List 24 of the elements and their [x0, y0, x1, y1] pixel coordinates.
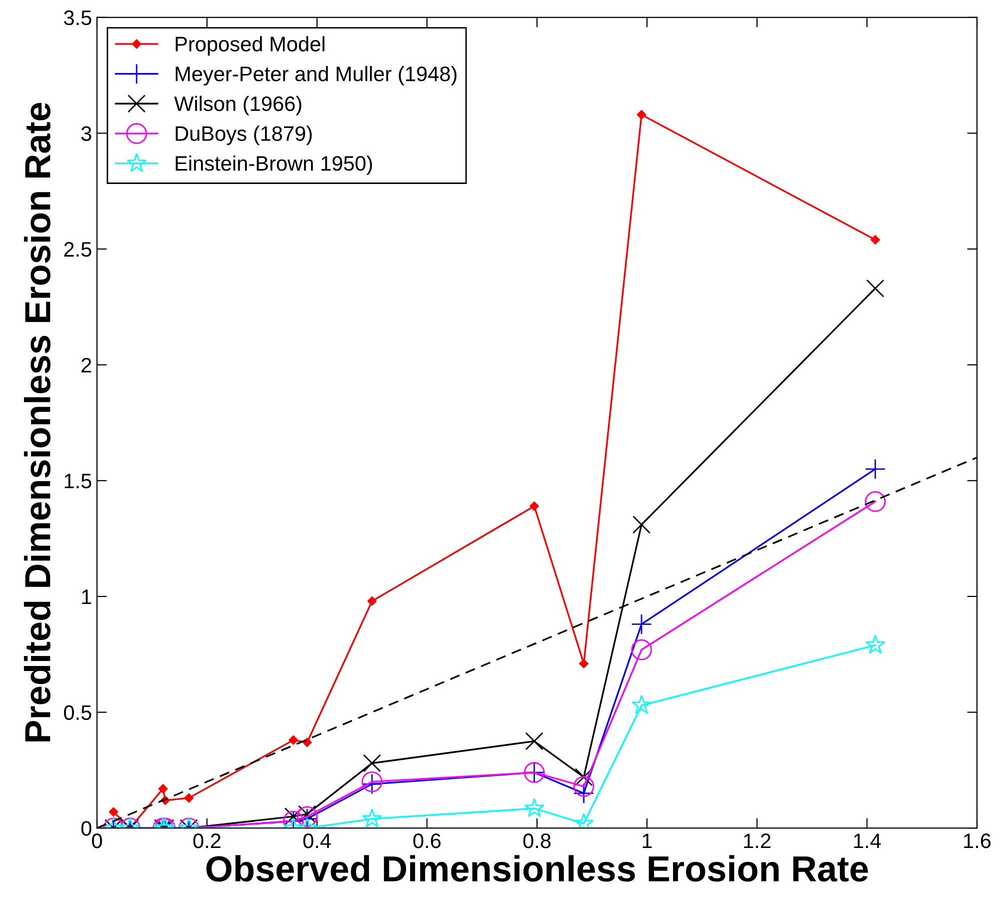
- y-tick-label: 3.5: [64, 10, 92, 26]
- x-tick-label: 0.8: [523, 833, 551, 848]
- y-tick-label: 2.5: [64, 242, 92, 257]
- x-axis-title: Observed Dimensionless Erosion Rate: [206, 855, 868, 882]
- x-tick-label: 1.6: [964, 833, 991, 848]
- x-tick-label: 0.2: [193, 833, 220, 848]
- x-tick-label: 1: [642, 834, 652, 848]
- legend-label: Proposed Model: [176, 36, 324, 56]
- y-tick-label: 1: [82, 590, 92, 604]
- y-tick-label: 0.5: [64, 705, 92, 720]
- y-tick-label: 3: [81, 126, 92, 141]
- y-axis-title: Predited Dimensionless Erosion Rate: [24, 102, 50, 742]
- legend-label: Wilson (1966): [174, 96, 302, 116]
- legend-label: Meyer-Peter and Muller (1948): [176, 66, 456, 86]
- y-tick-label: 2: [82, 358, 92, 372]
- x-tick-label: 0: [92, 833, 102, 848]
- y-tick-label: 1.5: [64, 474, 92, 488]
- x-tick-label: 1.4: [854, 834, 881, 848]
- legend-label: DuBoys (1879): [176, 126, 312, 146]
- x-tick-label: 0.6: [413, 833, 441, 848]
- x-tick-label: 1.2: [744, 833, 770, 848]
- x-tick-label: 0.4: [303, 833, 331, 848]
- y-tick-label: 0: [81, 821, 92, 836]
- legend-label: Einstein-Brown 1950): [176, 156, 372, 175]
